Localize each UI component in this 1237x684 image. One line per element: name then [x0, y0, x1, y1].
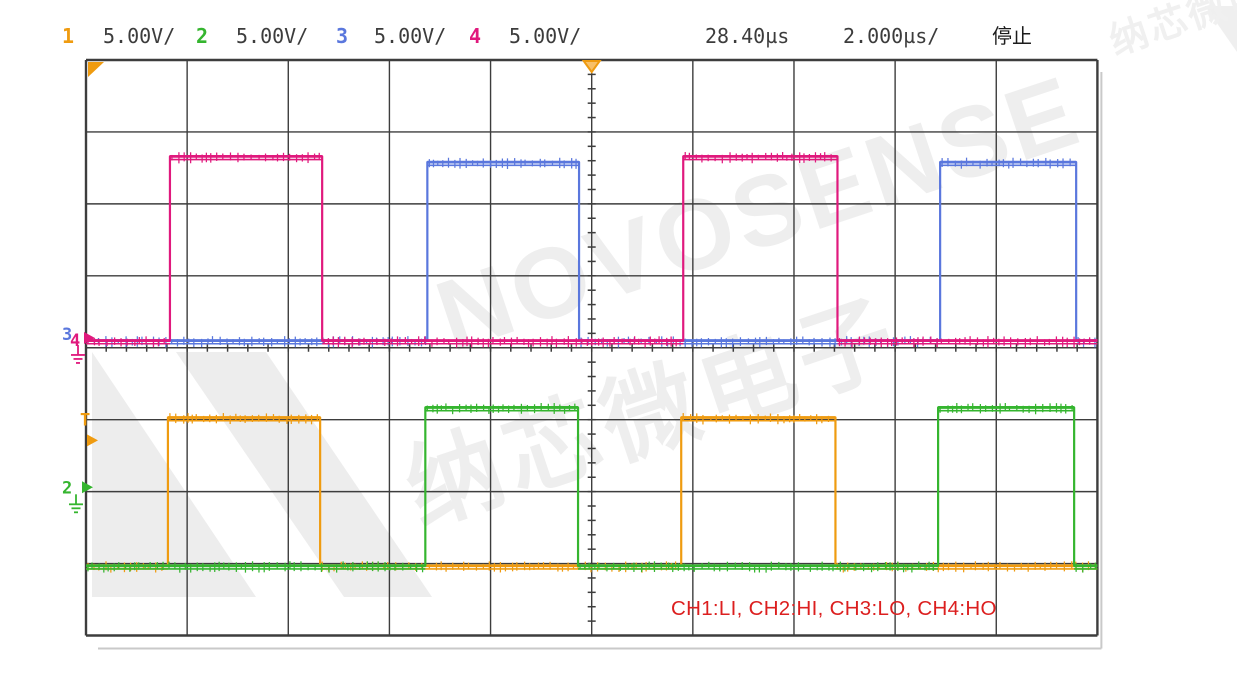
channel-2-number: 2 [196, 24, 209, 48]
channel-4-number: 4 [469, 24, 482, 48]
channel-1-number: 1 [62, 24, 75, 48]
channel-2-scale: 5.00V/ [236, 24, 309, 48]
ch3-ground-marker-label: 3 [62, 325, 72, 345]
watermark-logo-triangle [176, 352, 432, 597]
channel-4-scale: 5.00V/ [509, 24, 582, 48]
watermark-chinese-fragment: 纳芯微电子 [1105, 0, 1237, 64]
waveform-ch4 [86, 152, 1098, 348]
trigger-time-marker-icon [581, 60, 602, 74]
ch34-ground-arrow-icon [84, 331, 95, 344]
watermark-logo-triangle [92, 352, 256, 597]
channel-3-number: 3 [336, 24, 349, 48]
channel-1-scale: 5.00V/ [103, 24, 176, 48]
trigger-level-marker-label: T [80, 410, 90, 430]
ch4-ground-marker-label: 4 [70, 331, 80, 351]
run-stop-status: 停止 [992, 24, 1032, 48]
channel-3-scale: 5.00V/ [374, 24, 447, 48]
ch2-ground-marker-label: 2 [62, 478, 72, 498]
channel-mapping-annotation: CH1:LI, CH2:HI, CH3:LO, CH4:HO [671, 597, 997, 620]
trigger-delay-readout: 28.40µs [705, 24, 790, 48]
ch2-ground-arrow-icon [82, 481, 93, 494]
watermark-logo-fragment [1205, 6, 1237, 52]
trigger-corner-wedge-icon [88, 62, 104, 77]
trigger-level-arrow-icon [87, 434, 98, 447]
waveform-ch2 [86, 402, 1098, 573]
timebase-readout: 2.000µs/ [843, 24, 940, 48]
